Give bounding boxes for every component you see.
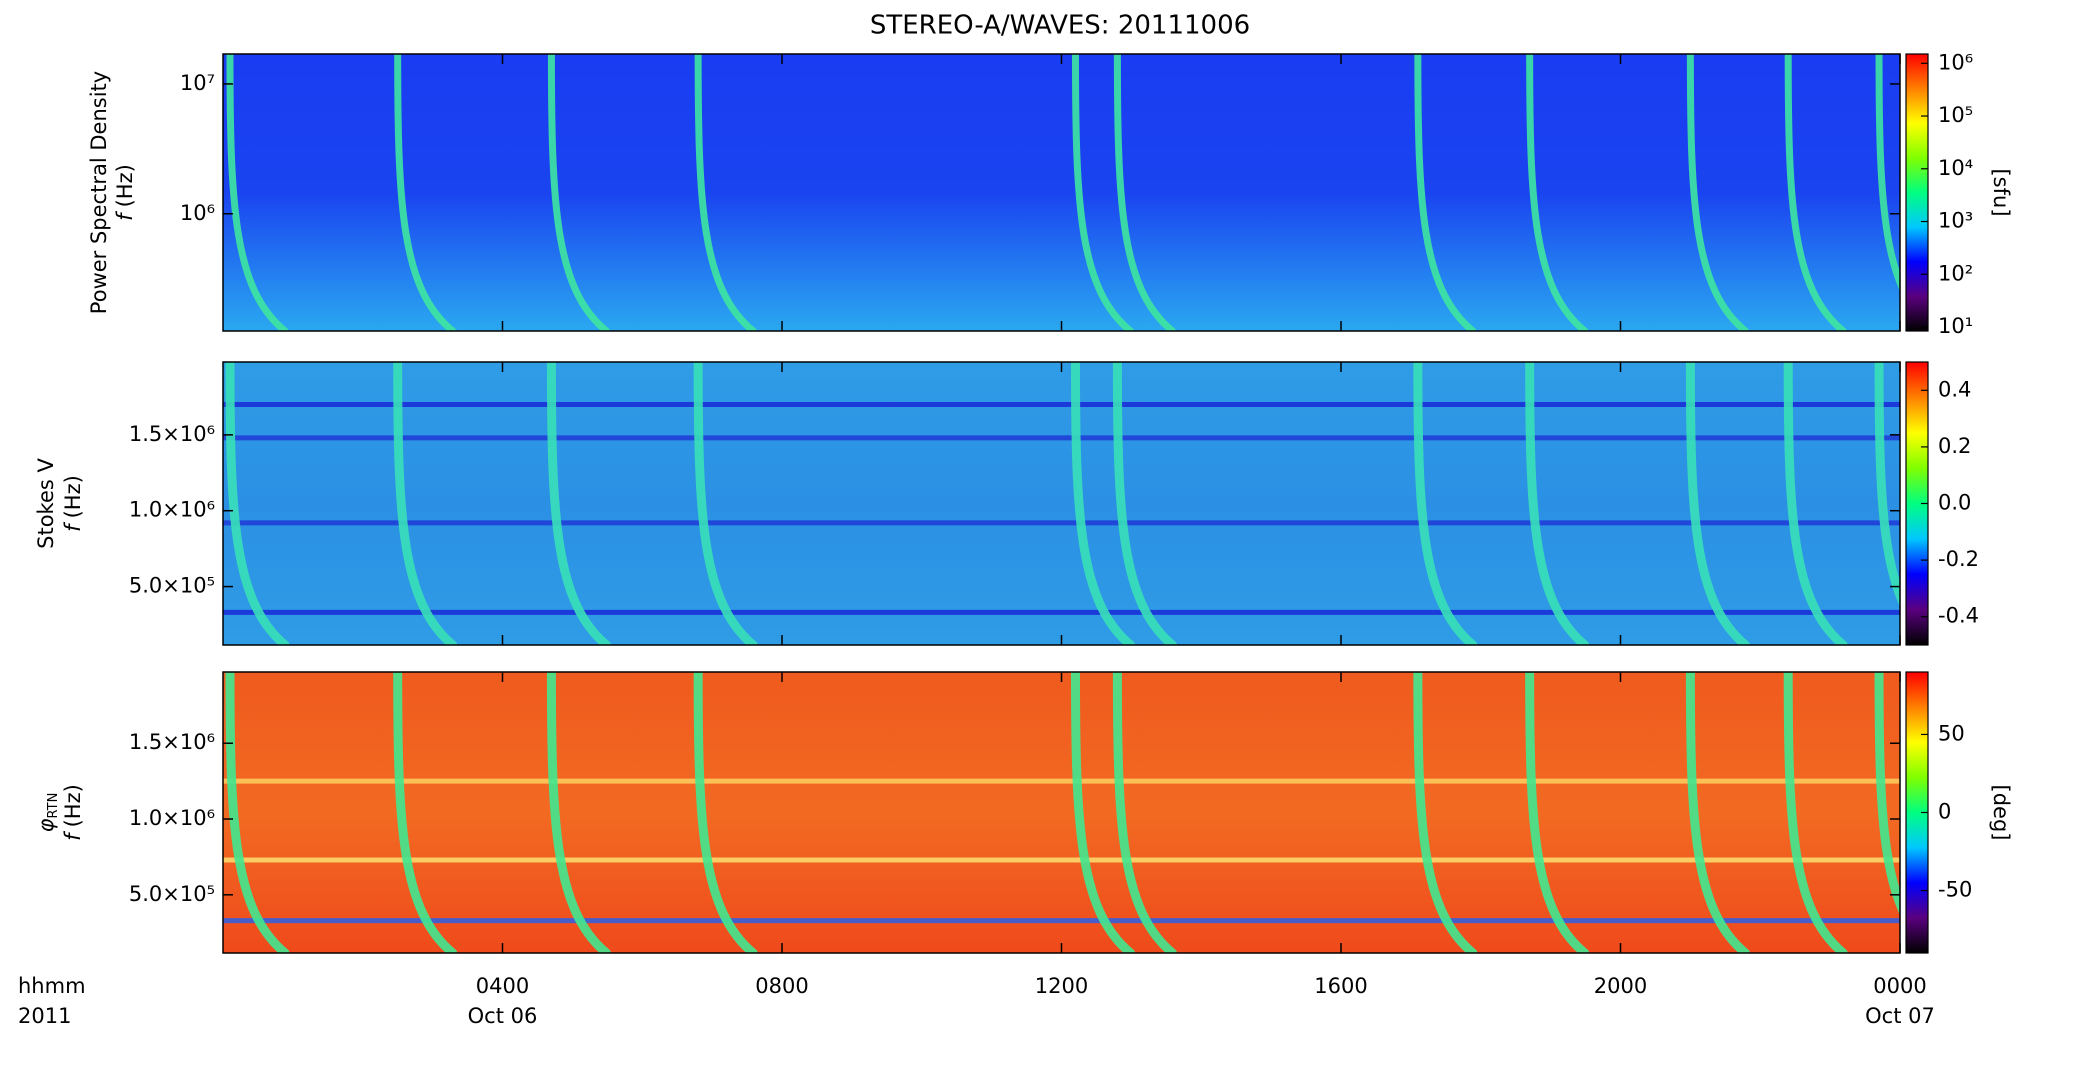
y-axis-label: Power Spectral Density — [87, 71, 111, 314]
y-axis-unit: f(Hz) — [61, 475, 85, 532]
radio-burst — [1784, 54, 1847, 331]
spectrogram — [223, 362, 1900, 645]
colorbar-tick-label: 10⁴ — [1938, 156, 1973, 180]
colorbar-tick-label: 50 — [1938, 721, 1965, 745]
x-tick-label: 1600 — [1314, 974, 1367, 998]
radio-burst — [1525, 362, 1590, 645]
x-tick-label: 0400 — [476, 974, 529, 998]
radio-burst — [1874, 672, 1900, 915]
radio-burst — [393, 362, 458, 645]
colorbar-tick-label: 0.4 — [1938, 377, 1971, 401]
time-format-label: hhmm — [18, 974, 86, 998]
x-tick-label: 0800 — [755, 974, 808, 998]
radio-burst — [1112, 362, 1177, 645]
radio-burst — [1526, 54, 1589, 331]
radio-burst — [1783, 362, 1848, 645]
x-tick-label: 1200 — [1035, 974, 1088, 998]
colorbar-tick-label: 0 — [1938, 800, 1951, 824]
radio-burst — [1685, 672, 1750, 953]
colorbar-label: [sfu] — [1989, 168, 2013, 216]
radio-burst — [1413, 672, 1478, 953]
y-axis-unit: f(Hz) — [113, 164, 137, 221]
radio-burst — [1070, 672, 1135, 953]
colorbar-tick-label: 0.2 — [1938, 434, 1971, 458]
radio-burst — [225, 672, 290, 953]
radio-burst — [394, 54, 457, 331]
radio-burst — [693, 672, 758, 953]
spectrogram — [223, 54, 1900, 331]
radio-burst — [694, 54, 757, 331]
radio-burst — [393, 672, 458, 953]
colorbar-tick-label: 10⁶ — [1938, 50, 1973, 74]
y-tick-label: 5.0×10⁵ — [129, 574, 215, 598]
radio-burst — [1414, 54, 1477, 331]
chart-title: STEREO-A/WAVES: 20111006 — [870, 11, 1250, 41]
colorbar-tick-label: -50 — [1938, 878, 1972, 902]
colorbar-tick-label: -0.4 — [1938, 604, 1979, 628]
y-tick-label: 1.5×10⁶ — [129, 422, 215, 446]
colorbar-label: [deg] — [1989, 785, 2013, 841]
spectrogram — [223, 672, 1900, 953]
spectrogram-background — [223, 672, 1900, 953]
radio-burst — [546, 672, 611, 953]
colorbar-tick-label: 10¹ — [1938, 314, 1973, 338]
colorbar-tick-label: 10⁵ — [1938, 103, 1973, 127]
radio-burst — [1685, 362, 1750, 645]
radio-burst — [1525, 672, 1590, 953]
radio-burst — [225, 362, 290, 645]
radio-burst — [693, 362, 758, 645]
y-tick-label: 1.0×10⁶ — [129, 806, 215, 830]
radio-burst — [1071, 54, 1134, 331]
colorbar-tick-label: -0.2 — [1938, 547, 1979, 571]
radio-burst — [1413, 362, 1478, 645]
y-axis-label: Stokes V — [34, 458, 58, 549]
y-tick-label: 1.0×10⁶ — [129, 498, 215, 522]
y-tick-label: 10⁶ — [180, 201, 215, 225]
y-tick-label: 10⁷ — [180, 71, 215, 95]
y-axis-label: φRTN — [34, 793, 61, 833]
x-tick-label: 0000 — [1873, 974, 1926, 998]
radio-burst — [1783, 672, 1848, 953]
radio-burst — [1112, 672, 1177, 953]
colorbar — [1905, 53, 1929, 332]
date-label: Oct 07 — [1865, 1004, 1935, 1028]
radio-burst — [546, 362, 611, 645]
year-label: 2011 — [18, 1004, 71, 1028]
spectrogram-background — [223, 54, 1900, 331]
colorbar-tick-label: 10² — [1938, 261, 1973, 285]
y-axis-unit: f(Hz) — [61, 784, 85, 841]
colorbar-tick-label: 0.0 — [1938, 491, 1971, 515]
radio-burst — [226, 54, 289, 331]
radio-burst — [1070, 362, 1135, 645]
date-label: Oct 06 — [468, 1004, 538, 1028]
spectrogram-background — [223, 362, 1900, 645]
radio-burst — [1875, 54, 1900, 292]
radio-burst — [1113, 54, 1176, 331]
radio-burst — [1874, 362, 1900, 607]
radio-burst — [547, 54, 610, 331]
colorbar-tick-label: 10³ — [1938, 209, 1973, 233]
radio-burst — [1686, 54, 1749, 331]
x-tick-label: 2000 — [1594, 974, 1647, 998]
y-tick-label: 5.0×10⁵ — [129, 882, 215, 906]
y-tick-label: 1.5×10⁶ — [129, 730, 215, 754]
